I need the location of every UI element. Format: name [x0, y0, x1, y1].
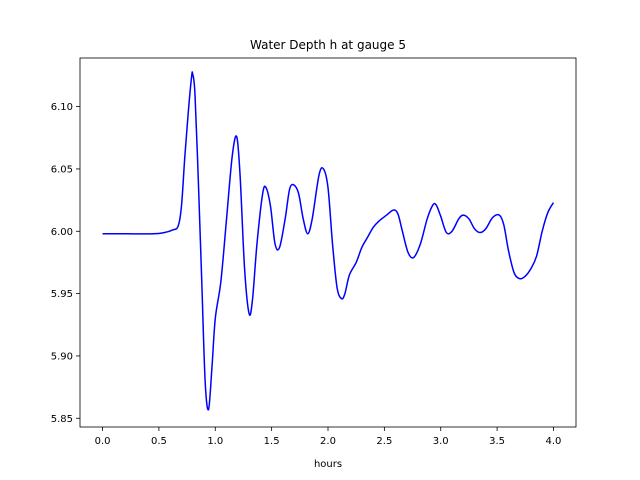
y-tick-label: 5.90 — [51, 351, 73, 362]
x-tick-label: 0.0 — [95, 436, 111, 447]
y-tick-label: 6.10 — [51, 102, 73, 113]
chart-title: Water Depth h at gauge 5 — [250, 38, 406, 52]
series-line-water-depth — [102, 71, 555, 411]
x-tick-label: 2.5 — [376, 436, 392, 447]
x-tick-label: 1.0 — [207, 436, 223, 447]
x-tick-label: 0.5 — [151, 436, 167, 447]
x-tick-label: 4.0 — [546, 436, 562, 447]
x-tick-label: 3.5 — [489, 436, 505, 447]
y-tick-label: 5.85 — [51, 414, 73, 425]
y-tick-label: 6.00 — [51, 227, 73, 238]
x-tick-label: 2.0 — [320, 436, 336, 447]
y-tick-label: 5.95 — [51, 289, 73, 300]
x-axis-label: hours — [314, 459, 342, 470]
x-tick-label: 1.5 — [264, 436, 280, 447]
x-axis: 0.0 0.5 1.0 1.5 2.0 2.5 3.0 3.5 4.0 — [95, 427, 562, 447]
plot-area-frame — [79, 57, 577, 428]
x-tick-label: 3.0 — [433, 436, 449, 447]
y-axis: 5.85 5.90 5.95 6.00 6.05 6.10 — [51, 102, 80, 425]
y-tick-label: 6.05 — [51, 164, 73, 175]
